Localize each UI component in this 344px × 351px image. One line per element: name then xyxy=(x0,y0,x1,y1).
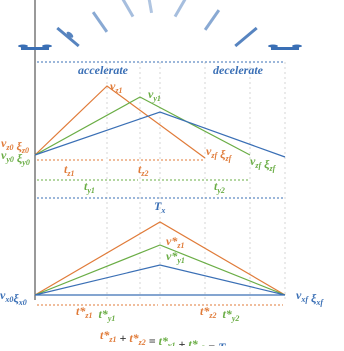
label: ty2 xyxy=(214,179,225,195)
label: vzf ξzf xyxy=(206,144,233,163)
label: vx0ξx0 xyxy=(0,288,27,307)
label: vz1 xyxy=(110,79,122,95)
label-main: ξ xyxy=(13,139,22,153)
label-main: v* xyxy=(166,234,178,248)
label-main: ξ xyxy=(308,291,317,305)
label-main: + xyxy=(116,331,129,345)
label: v*y1 xyxy=(166,249,185,265)
label-main: v xyxy=(1,148,7,162)
label-main: v* xyxy=(166,249,178,263)
label-sub: y0 xyxy=(5,155,14,164)
label-main: v xyxy=(1,136,7,150)
label-sub: xf xyxy=(300,295,309,304)
label-sub: z2 xyxy=(138,338,146,346)
label-sub: z0 xyxy=(5,143,13,152)
label-sub: y0 xyxy=(21,158,30,167)
label-sub: zf xyxy=(269,164,277,173)
arrows xyxy=(37,61,283,306)
label-sub: z1 xyxy=(108,335,116,344)
label-main: = xyxy=(146,334,159,346)
label-main: + xyxy=(176,337,189,346)
label: t*z2 t*y2 xyxy=(200,304,239,323)
label-main: T xyxy=(154,199,162,213)
label-main: ξ xyxy=(13,291,19,305)
label: vxf ξxf xyxy=(296,288,324,307)
label-main: t* xyxy=(100,328,110,342)
label: Tx xyxy=(154,199,165,215)
label-sub: y1 xyxy=(107,314,116,323)
label: vy0 ξy0 xyxy=(1,148,30,167)
label-main: v xyxy=(0,288,6,302)
label: accelerate xyxy=(78,63,129,77)
label-main: ξ xyxy=(261,157,270,171)
label-main: t xyxy=(64,162,68,176)
label-sub: z2 xyxy=(208,311,216,320)
label-sub: y1 xyxy=(176,256,185,265)
drones xyxy=(18,0,302,50)
label: t*z1 t*y1 xyxy=(76,304,115,323)
label-sub: z1 xyxy=(114,86,122,95)
label-sub: y2 xyxy=(216,186,225,195)
label-main: t* xyxy=(159,334,169,346)
label-sub: y1 xyxy=(86,186,95,195)
label-sub: zf xyxy=(210,151,218,160)
label-main: t xyxy=(84,179,88,193)
label-sub: zf xyxy=(254,161,262,170)
label-main: v xyxy=(296,288,302,302)
label: vz0 ξz0 xyxy=(1,136,29,155)
label-sub: y1 xyxy=(167,341,176,346)
label-main: t* xyxy=(92,307,108,321)
label-main: v xyxy=(110,79,116,93)
label-sub: zf xyxy=(225,154,233,163)
label-sub: z1 xyxy=(84,311,92,320)
grid xyxy=(106,62,286,300)
label-main: = xyxy=(205,340,218,346)
label-main: T xyxy=(218,340,226,346)
label-sub: y2 xyxy=(231,314,240,323)
label-main: t* xyxy=(76,304,86,318)
label-main: ξ xyxy=(14,151,23,165)
label-main: t* xyxy=(129,331,139,345)
label-main: v xyxy=(148,87,154,101)
label-main: accelerate xyxy=(78,63,129,77)
label: ty1 xyxy=(84,179,95,195)
label-main: decelerate xyxy=(213,63,264,77)
label-main: t* xyxy=(200,304,210,318)
label: v*z1 xyxy=(166,234,184,250)
label-sub: x xyxy=(160,206,165,215)
label-sub: z2 xyxy=(140,169,148,178)
label: vy1 xyxy=(148,87,161,103)
label-sub: xf xyxy=(315,298,324,307)
label: tz1 xyxy=(64,162,74,178)
label-sub: z0 xyxy=(21,146,29,155)
label: tz2 xyxy=(138,162,148,178)
label-sub: z1 xyxy=(176,241,184,250)
label-sub: z1 xyxy=(66,169,74,178)
label: t*z1 + t*z2 = t*y1 + t*y2 = Tx xyxy=(100,328,229,346)
label-sub: x0 xyxy=(4,295,13,304)
profiles xyxy=(34,85,286,296)
label-main: t xyxy=(214,179,218,193)
label-main: t xyxy=(138,162,142,176)
label-main: ξ xyxy=(217,147,226,161)
label-main: t* xyxy=(188,337,198,346)
label-sub: x0 xyxy=(18,298,27,307)
label-main: v xyxy=(250,154,256,168)
label: vzf ξzf xyxy=(250,154,277,173)
label-main: t* xyxy=(216,307,232,321)
label: decelerate xyxy=(213,63,264,77)
label-main: v xyxy=(206,144,212,158)
label-sub: y1 xyxy=(152,94,161,103)
